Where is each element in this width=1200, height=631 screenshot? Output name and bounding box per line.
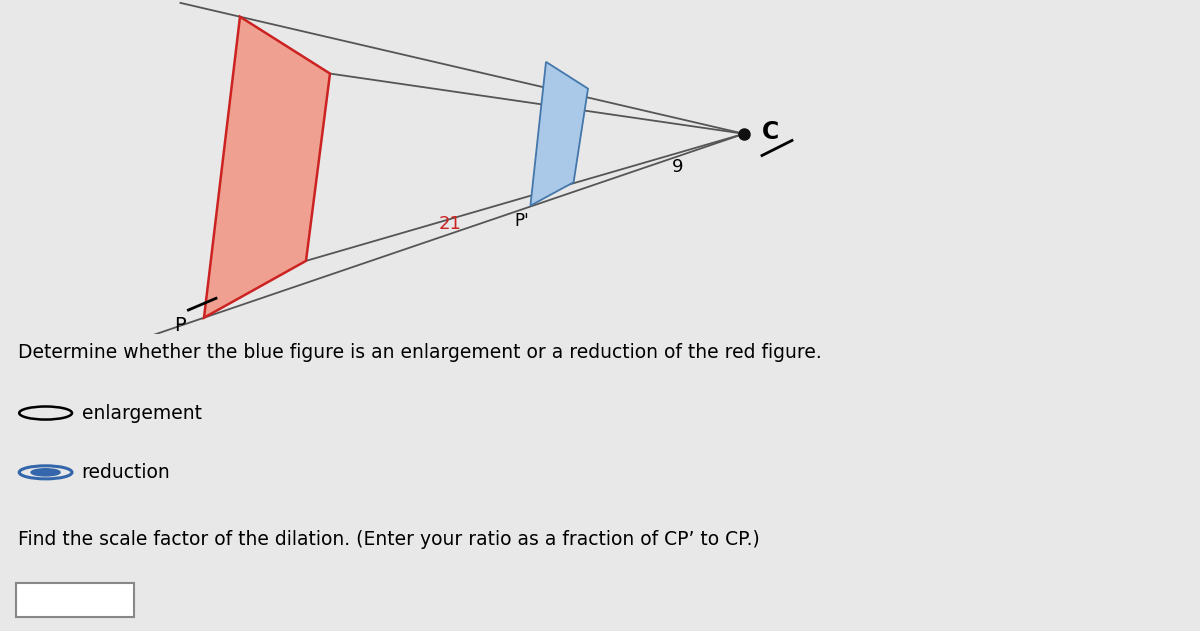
FancyBboxPatch shape (16, 583, 134, 616)
Text: 9: 9 (672, 158, 684, 176)
Text: 21: 21 (438, 215, 462, 233)
Text: Determine whether the blue figure is an enlargement or a reduction of the red fi: Determine whether the blue figure is an … (18, 343, 822, 362)
Text: C: C (762, 120, 779, 144)
Text: enlargement: enlargement (82, 403, 202, 423)
Text: Find the scale factor of the dilation. (Enter your ratio as a fraction of CP’ to: Find the scale factor of the dilation. (… (18, 530, 760, 549)
Circle shape (31, 469, 60, 476)
Text: P': P' (515, 213, 529, 230)
Text: reduction: reduction (82, 463, 170, 482)
Polygon shape (204, 16, 330, 318)
Text: P: P (174, 316, 186, 335)
Polygon shape (530, 62, 588, 206)
